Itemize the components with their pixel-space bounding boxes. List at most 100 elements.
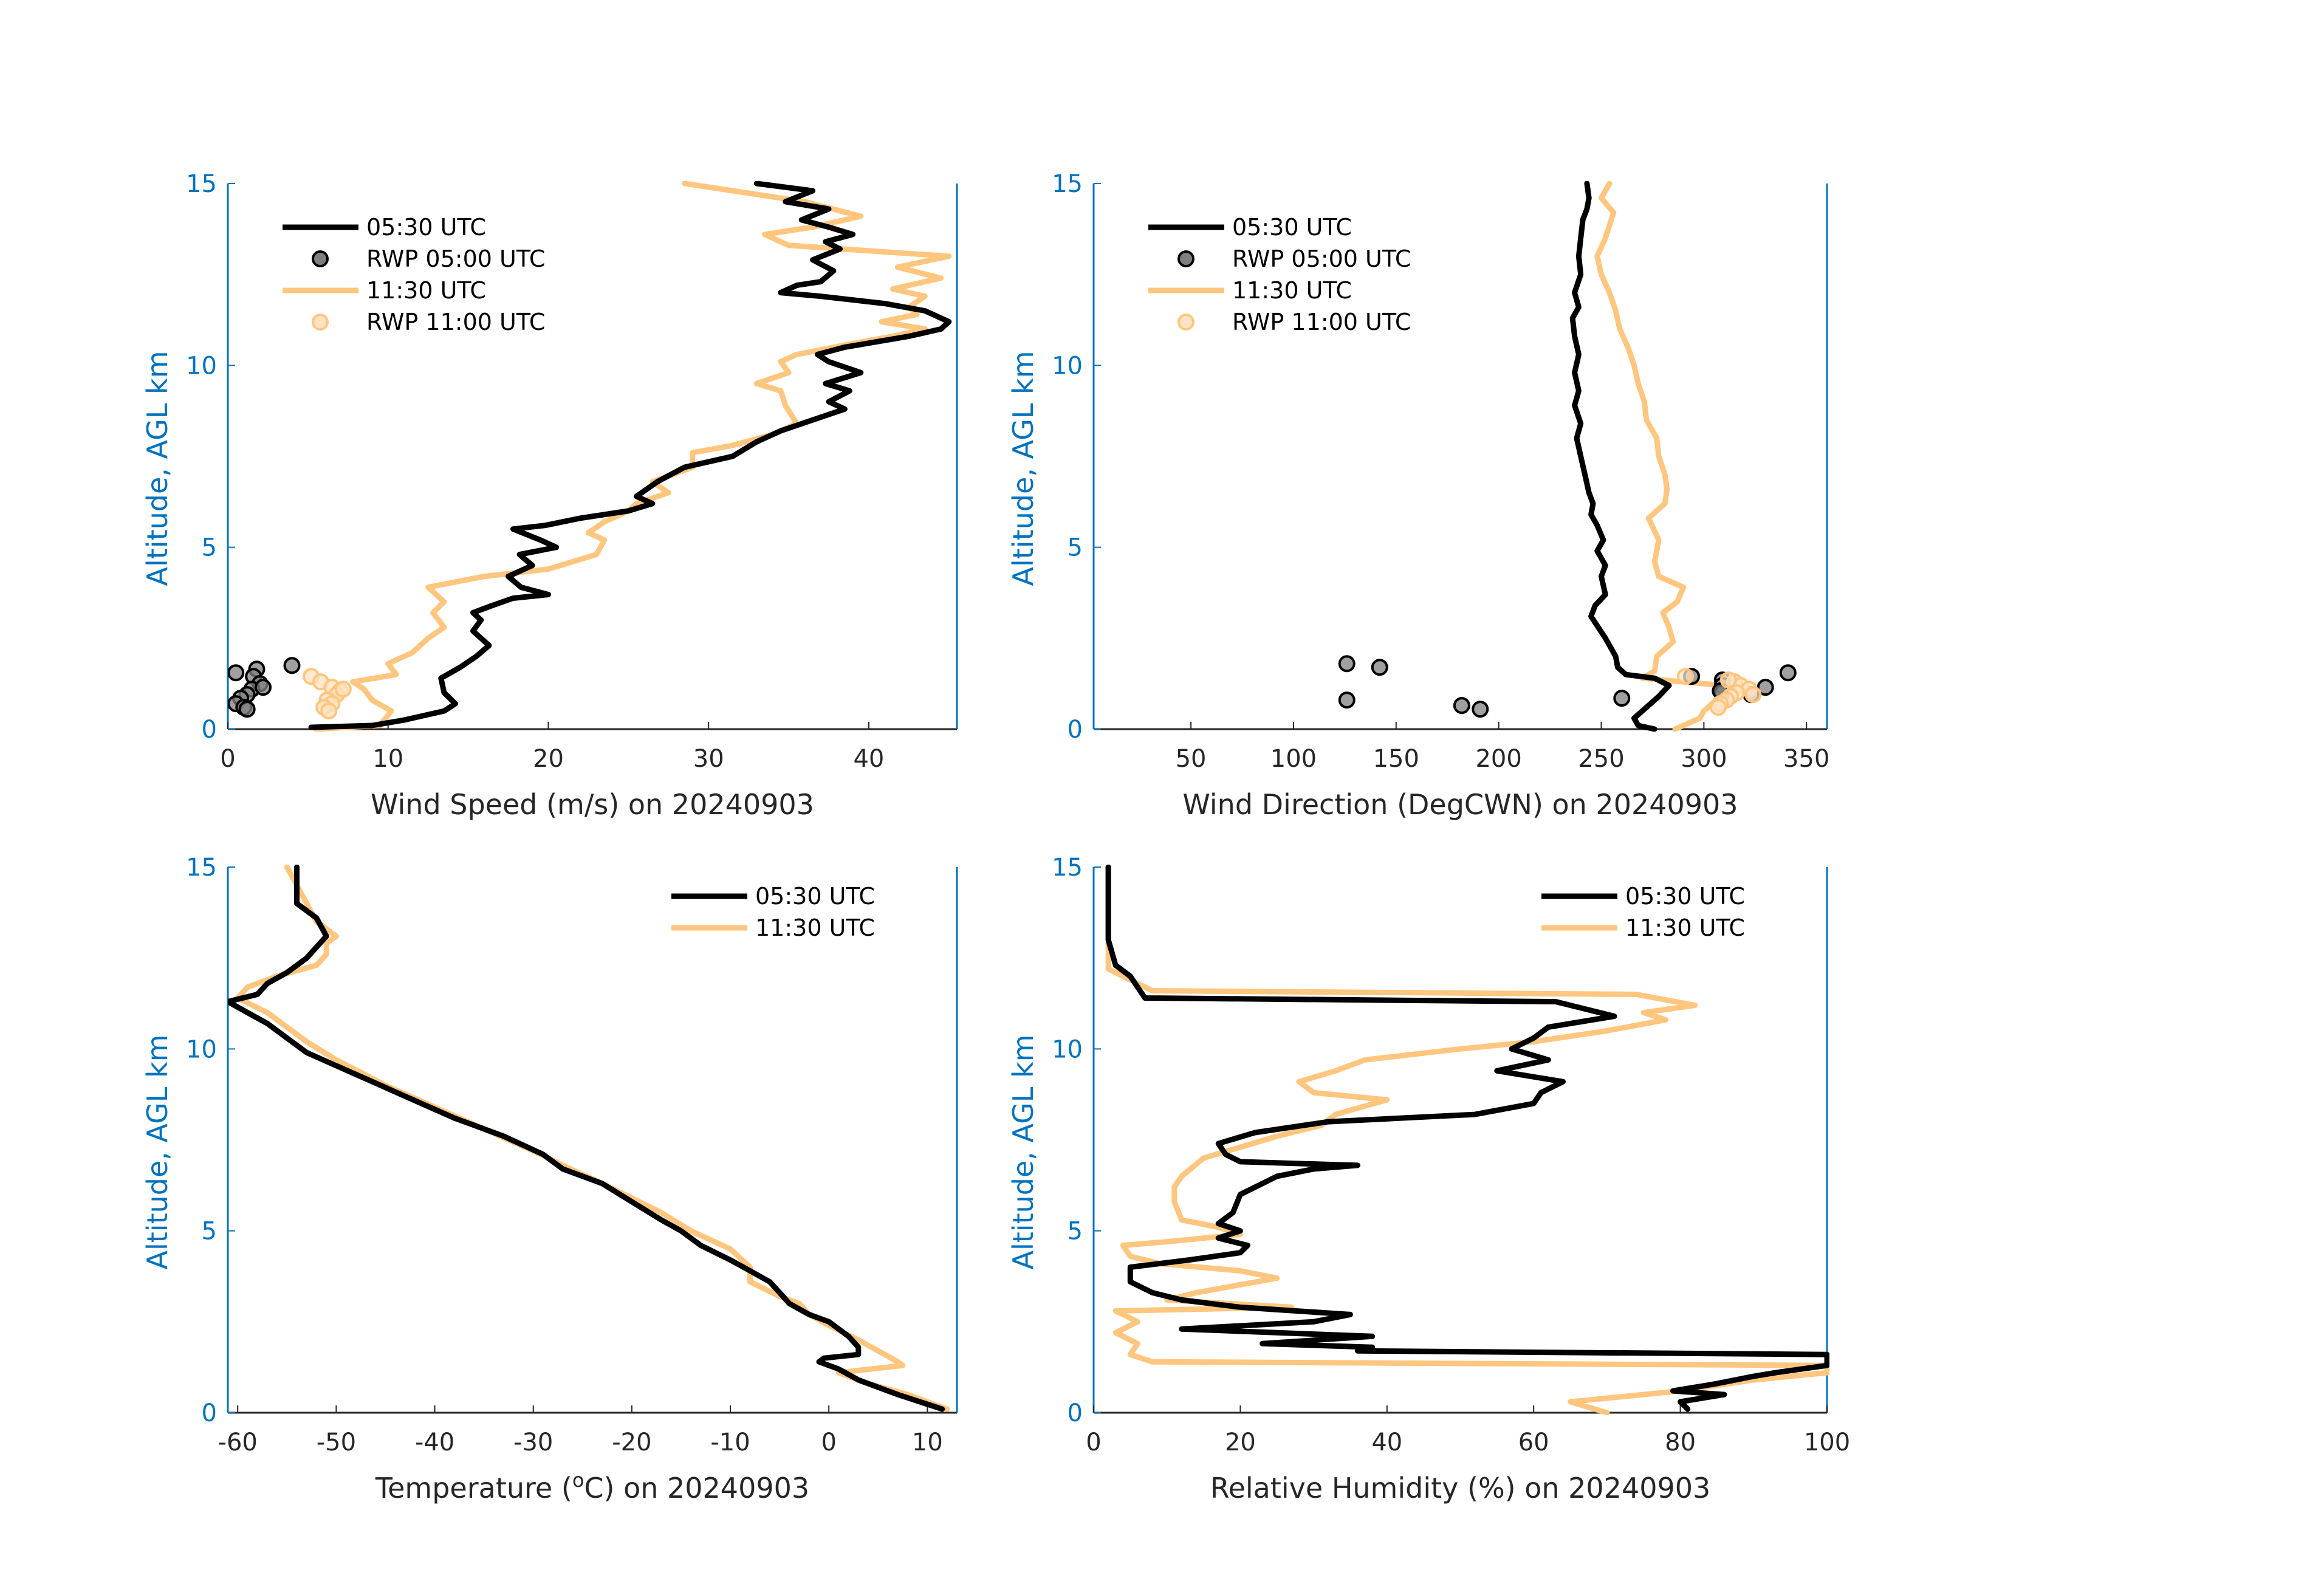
y-tick-label: 5	[202, 534, 217, 562]
x-tick-label: 200	[1475, 745, 1521, 773]
y-axis-label: Altitude, AGL km	[141, 351, 174, 586]
series-line-0530	[308, 181, 952, 730]
y-tick-label: 10	[186, 1035, 217, 1063]
x-tick-label: 10	[912, 1429, 943, 1456]
x-tick-label: 350	[1783, 745, 1829, 773]
x-tick-label: 20	[1225, 1429, 1256, 1456]
series-line-0530	[1105, 865, 1829, 1412]
data-point-rwp_0500	[1453, 697, 1470, 715]
y-tick-label: 0	[1068, 716, 1083, 744]
x-tick-label: 0	[220, 745, 235, 773]
series-line-0530	[1569, 181, 1672, 732]
x-tick-label: 40	[853, 745, 884, 773]
x-tick-label: 0	[1086, 1429, 1101, 1456]
legend-label: 11:30 UTC	[1625, 914, 1745, 941]
x-axis-label: Relative Humidity (%) on 20240903	[1210, 1472, 1711, 1504]
legend-label: RWP 11:00 UTC	[1232, 309, 1411, 335]
legend-label: RWP 05:00 UTC	[1232, 245, 1411, 272]
legend-marker-swatch	[1177, 250, 1195, 267]
plot-area	[228, 865, 950, 1412]
x-tick-label: 20	[533, 745, 564, 773]
subplot-wind-speed: 0 10 20 30 40 0 5 10 15 Altitude, AGL km Wind Spee…	[141, 170, 958, 821]
legend: 05:30 UTC RWP 05:00 UTC 11:30 UTC RWP 11:00…	[1148, 214, 1411, 335]
y-tick-label: 10	[186, 352, 217, 380]
legend-label: 11:30 UTC	[755, 914, 875, 941]
y-tick-label: 15	[186, 170, 217, 198]
x-axis-label-part: C) on 20240903	[584, 1472, 809, 1504]
data-point-rwp_0500	[1613, 690, 1631, 707]
x-tick-label: 10	[372, 745, 403, 773]
data-point-rwp_1100	[1719, 671, 1737, 689]
legend: 05:30 UTC 11:30 UTC	[671, 883, 875, 941]
y-tick-label: 15	[1052, 170, 1083, 198]
x-tick-label: 250	[1578, 745, 1624, 773]
legend-label: 05:30 UTC	[1232, 214, 1352, 241]
legend-label: RWP 11:00 UTC	[366, 309, 545, 335]
x-tick-label: -20	[612, 1429, 651, 1456]
legend: 05:30 UTC 11:30 UTC	[1541, 883, 1745, 941]
data-point-rwp_0500	[1779, 664, 1797, 682]
x-axis-label-part: Temperature (	[375, 1472, 572, 1504]
x-axis-label: Temperature (oC) on 20240903	[375, 1469, 809, 1504]
x-tick-label: 150	[1373, 745, 1419, 773]
y-tick-label: 15	[186, 854, 217, 882]
x-tick-label: 40	[1371, 1429, 1402, 1456]
x-tick-label: -30	[513, 1429, 553, 1456]
x-tick-label: 50	[1176, 745, 1207, 773]
subplot-temperature: -60 -50 -40 -30 -20 -10 0 10 0 5 10 15 Altitude, AGL…	[141, 854, 958, 1504]
y-axis-label: Altitude, AGL km	[1007, 1034, 1040, 1269]
data-point-rwp_0500	[238, 701, 256, 718]
legend-label: 05:30 UTC	[366, 214, 486, 241]
data-point-rwp_0500	[228, 664, 245, 682]
data-point-rwp_0500	[283, 657, 301, 674]
plot-area	[1338, 181, 1797, 732]
series-line-1130	[235, 865, 950, 1412]
legend-label: 05:30 UTC	[1625, 883, 1745, 910]
x-axis-label: Wind Direction (DegCWN) on 20240903	[1182, 788, 1738, 821]
series-line-1130	[1105, 865, 1829, 1415]
data-point-rwp_0500	[1338, 655, 1356, 673]
x-tick-label: -40	[415, 1429, 454, 1456]
legend-marker-swatch	[1177, 314, 1195, 331]
data-point-rwp_0500	[1338, 691, 1356, 709]
data-point-rwp_1100	[1676, 668, 1694, 685]
data-point-rwp_1100	[1710, 699, 1727, 716]
legend: 05:30 UTC RWP 05:00 UTC 11:30 UTC RWP 11:00…	[283, 214, 545, 335]
degree-superscript: o	[572, 1469, 584, 1492]
legend-label: 05:30 UTC	[755, 883, 875, 910]
legend-label: RWP 05:00 UTC	[366, 245, 545, 272]
legend-marker-swatch	[312, 250, 329, 267]
data-point-rwp_0500	[1757, 679, 1774, 696]
x-tick-label: -60	[218, 1429, 258, 1456]
legend-label: 11:30 UTC	[1232, 277, 1352, 304]
data-point-rwp_1100	[334, 681, 352, 698]
plot-area	[1105, 865, 1829, 1415]
data-point-rwp_0500	[1371, 659, 1388, 676]
series-line-1130	[313, 181, 952, 732]
y-tick-label: 0	[202, 1399, 217, 1427]
subplot-relative-humidity: 0 20 40 60 80 100 0 5 10 15 Altitude, AGL km Relati…	[1007, 854, 1850, 1504]
plot-area	[228, 181, 952, 732]
y-tick-label: 5	[1068, 1218, 1083, 1246]
series-line-0530	[228, 865, 945, 1412]
y-tick-label: 0	[202, 716, 217, 744]
data-point-rwp_1100	[320, 702, 338, 720]
x-tick-label: -50	[317, 1429, 356, 1456]
legend-label: 11:30 UTC	[366, 277, 486, 304]
data-point-rwp_0500	[1472, 701, 1489, 718]
y-axis-label: Altitude, AGL km	[1007, 351, 1040, 586]
y-tick-label: 10	[1052, 352, 1083, 380]
subplot-grid: 0 10 20 30 40 0 5 10 15 Altitude, AGL km Wind Spee…	[141, 170, 1850, 1504]
x-tick-label: 60	[1518, 1429, 1549, 1456]
x-tick-label: 300	[1681, 745, 1727, 773]
x-tick-label: 0	[821, 1429, 836, 1456]
data-point-rwp_0500	[255, 679, 272, 696]
x-tick-label: 100	[1804, 1429, 1850, 1456]
y-tick-label: 5	[202, 1218, 217, 1246]
y-axis-label: Altitude, AGL km	[141, 1034, 174, 1269]
legend-marker-swatch	[312, 314, 329, 331]
x-tick-label: 30	[693, 745, 724, 773]
y-tick-label: 5	[1068, 534, 1083, 562]
